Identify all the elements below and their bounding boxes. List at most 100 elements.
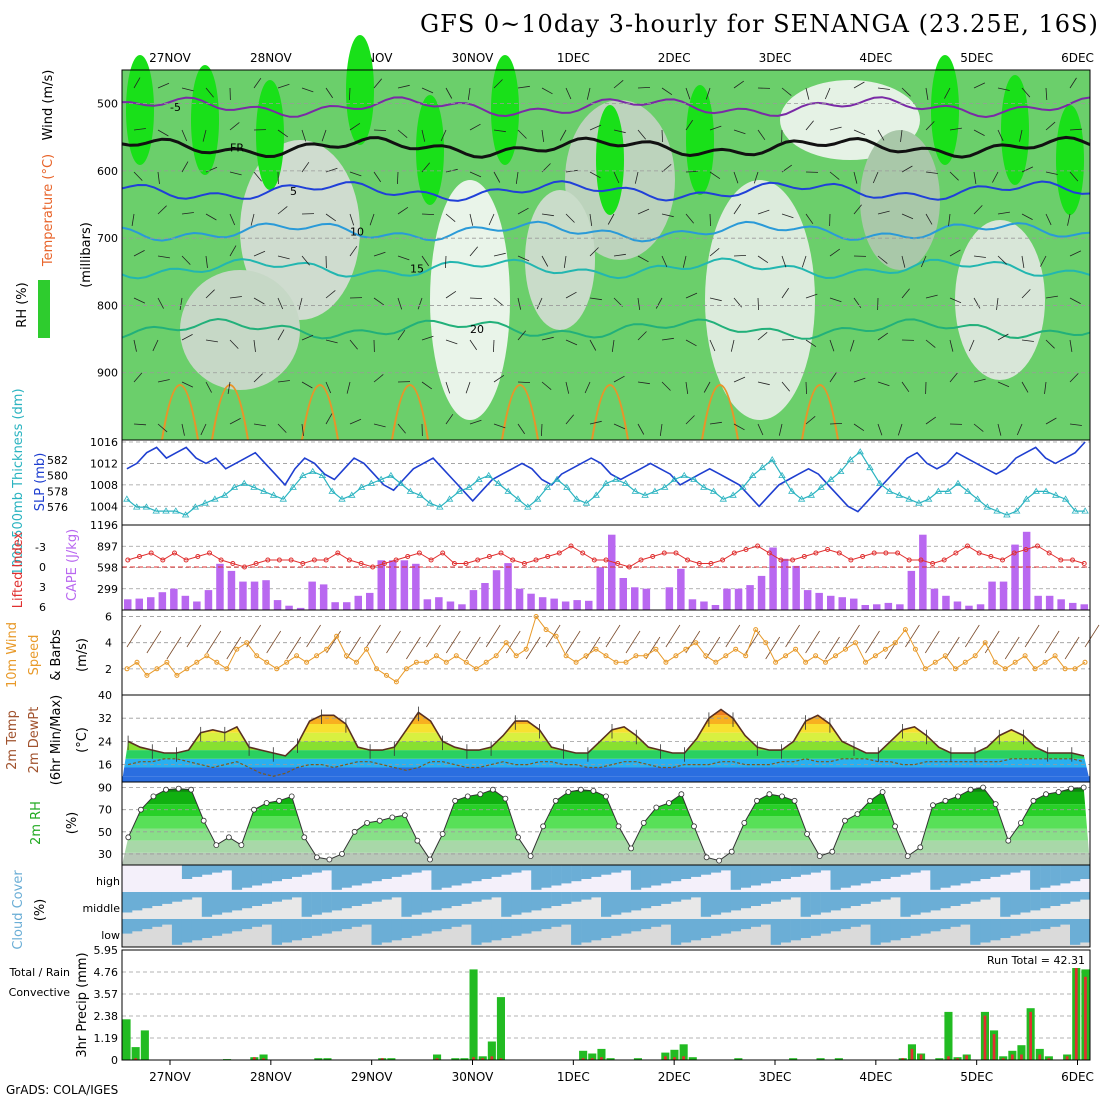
dry-air-region [955,220,1045,380]
wind-barb [565,87,572,100]
wind-speed-marker [214,659,220,665]
surface-wind-barb [565,630,581,654]
wind-barb [805,381,807,395]
cloud-cover-bar [341,919,352,930]
precip-total-bar [323,1058,332,1060]
surface-wind-barb [485,624,501,648]
wind-barb [181,334,193,341]
wind-speed-marker [773,659,779,665]
cloud-cover-bar [680,865,692,879]
cape-bar [815,592,823,610]
wind-barb [949,171,959,181]
wind-barb [805,213,814,225]
slp-line [126,441,1086,513]
wind-barb [877,423,883,436]
wind-barb [1045,417,1057,425]
cape-bar [838,597,846,610]
wind-speed-marker [992,659,998,665]
wind-speed-marker [783,653,789,659]
lifted-index-marker [533,557,539,563]
cloud-cover-bar [870,892,881,902]
wind-barb [997,381,1010,388]
rh-marker [967,786,974,793]
moist-region [346,35,374,145]
wind-speed-marker [1042,659,1048,665]
wind-barb [801,255,807,268]
thickness-marker [406,487,415,494]
wind-barb [253,171,262,182]
wind-speed-marker [982,640,988,646]
cloud-cover-bar [611,919,622,936]
wind-barb [541,423,543,437]
cloud-cover-bar [471,919,482,945]
thickness-marker [915,499,923,506]
thickness-marker [973,495,982,502]
wind-barb [133,423,147,426]
lifted-index-marker [731,550,737,556]
lifted-index-marker [358,561,364,566]
cloud-cover-bar [311,865,322,873]
wind-barb [469,246,479,257]
cloud-cover-bar [581,919,592,943]
cloud-cover-bar [1000,865,1011,875]
cloud-cover-bar [541,892,552,909]
wind-barb [397,129,408,139]
thickness-marker [572,495,581,502]
wind-barb [277,206,288,215]
date-label-top: 27NOV [149,51,191,65]
wind-barb [925,416,937,425]
cloud-cover-bar [611,865,622,873]
wind-barb [133,77,141,89]
wind-barb [493,297,504,307]
wind-barb [757,255,769,264]
temperature-contour [801,384,839,441]
wind-speed-marker [853,640,858,646]
rh-marker [213,842,220,848]
wind-barb [469,171,482,178]
moist-region [931,55,959,165]
wind-speed-marker [274,666,280,672]
lifted-index-marker [813,550,819,556]
cloud-cover-bar [421,919,432,934]
wind-speed-marker [583,653,589,659]
wind-barb [637,87,651,89]
wind-barb [829,126,842,131]
wind-barb [493,339,495,353]
temperature-band [122,709,1090,716]
surface-wind-barb [665,624,681,648]
rh-band [122,804,1090,817]
wind-barb [1069,423,1082,426]
precip-convective-bar [499,1058,503,1060]
cloud-cover-bar [191,865,203,877]
temperature-contour [701,384,739,441]
wind-speed-marker [344,653,349,659]
cloud-cover-bar [1050,865,1061,886]
wind-barb [1021,255,1025,268]
wind-barb [181,423,185,436]
wind-barb [637,129,647,140]
cape-bar [803,590,812,610]
run-total-bg [946,950,1088,968]
cloud-cover-bar [630,865,642,890]
rh-marker [175,785,182,792]
wind-speed-marker [743,653,749,659]
cloud-cover-bar [591,919,602,941]
wind-barb [853,377,866,383]
cloud-cover-bar [780,865,791,879]
cloud-cover-bar [441,919,452,930]
cloud-cover-bar [810,919,821,936]
cloud-cover-bar [800,919,811,938]
cloud-cover-bar [710,865,722,873]
rh-tick: 90 [98,782,112,795]
precip-convective-bar [682,1056,685,1060]
wind-barb [757,297,759,311]
cape-bar [423,599,432,610]
cloud-cover-bar [161,892,173,904]
cloud-cover-bar [291,919,302,941]
date-label-bottom: 2DEC [658,1070,691,1084]
rh-marker [1043,791,1049,798]
cloud-cover-bar [301,919,312,938]
rh-band [122,840,1090,853]
wind-speed-marker [523,646,529,652]
cloud-cover-bar [461,892,472,904]
